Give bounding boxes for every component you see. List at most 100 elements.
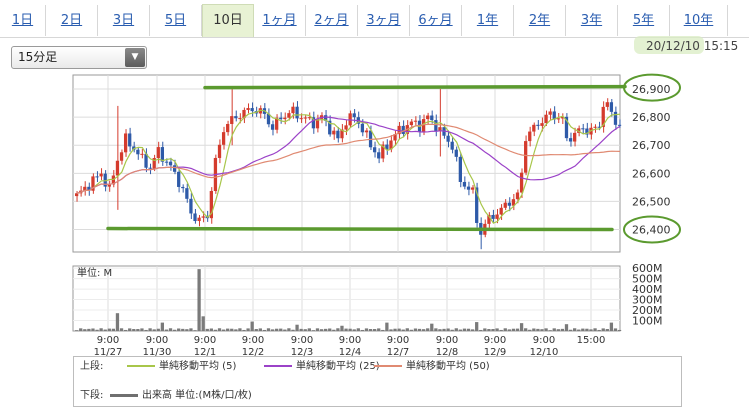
tab-period-11[interactable]: 3年 (566, 5, 618, 36)
candle-body (291, 106, 295, 114)
candle-body (434, 120, 438, 132)
candle-body (577, 128, 581, 133)
volume-bar (315, 328, 320, 331)
volume-bar (479, 329, 483, 331)
candle-body (617, 124, 622, 126)
candle-body (91, 176, 95, 191)
tab-period-6[interactable]: 2ヶ月 (306, 5, 358, 36)
volume-bar (385, 322, 389, 331)
volume-bar (507, 329, 511, 331)
volume-tick-label: 400M (632, 283, 663, 296)
volume-bar (217, 328, 222, 331)
tab-period-7[interactable]: 3ヶ月 (358, 5, 410, 36)
candle-body (111, 175, 116, 185)
candle-body (250, 108, 254, 112)
volume-bar (536, 328, 540, 331)
volume-bar (560, 328, 565, 331)
candle-body (226, 123, 230, 133)
candle-body (275, 117, 279, 130)
volume-bar (458, 329, 462, 331)
candle-body (221, 132, 226, 145)
candle-body (454, 149, 458, 157)
volume-bar (585, 328, 589, 331)
volume-bar (226, 328, 230, 331)
volume-bar (79, 328, 83, 331)
tab-period-4[interactable]: 10日 (202, 4, 254, 37)
candle-body (491, 214, 495, 219)
volume-bar (568, 329, 573, 331)
volume-bar (221, 329, 226, 331)
volume-bar (234, 329, 238, 331)
chevron-down-icon[interactable]: ▼ (125, 48, 145, 67)
candle-body (401, 125, 405, 134)
candle-body (230, 116, 234, 124)
candle-body (573, 132, 577, 142)
candle-body (336, 130, 340, 139)
candle-body (352, 113, 356, 118)
candle-body (324, 115, 328, 121)
volume-bar (360, 329, 365, 331)
tab-period-12[interactable]: 5年 (618, 5, 670, 36)
candle-body (164, 161, 169, 163)
tab-period-2[interactable]: 3日 (98, 5, 150, 36)
volume-bar (552, 328, 556, 331)
tab-period-10[interactable]: 2年 (514, 5, 566, 36)
candle-body (266, 113, 271, 125)
candle-body (544, 114, 548, 124)
volume-bar (91, 328, 95, 331)
volume-bar (617, 329, 622, 331)
volume-bar (136, 329, 140, 331)
volume-bar (393, 328, 397, 331)
volume-bar (389, 329, 393, 331)
volume-bar (613, 328, 618, 331)
x-tick-time: 9:00 (194, 335, 216, 346)
tab-period-5[interactable]: 1ヶ月 (254, 5, 306, 36)
candle-body (377, 152, 381, 159)
tab-period-9[interactable]: 1年 (462, 5, 514, 36)
volume-bar (123, 329, 128, 331)
price-chart: 26,900 26,800 26,700 26,600 26,500 26,400 600M… (72, 73, 681, 356)
candle-body (172, 165, 177, 172)
candle-body (487, 214, 491, 224)
tab-period-1[interactable]: 2日 (46, 5, 98, 36)
candle-body (201, 216, 205, 218)
volume-bar (450, 329, 454, 331)
candle-body (95, 176, 99, 178)
tab-period-3[interactable]: 5日 (150, 5, 202, 36)
volume-bar (266, 328, 271, 331)
volume-bar (564, 324, 569, 331)
volume-bar (454, 328, 458, 331)
volume-bar (475, 322, 479, 331)
volume-unit-label: 単位: M (77, 266, 112, 279)
timeframe-select[interactable]: 15分足 ▼ (11, 46, 147, 69)
volume-tick-label: 600M (632, 262, 663, 275)
candle-body (177, 171, 181, 187)
candle-body (552, 111, 556, 120)
tab-period-13[interactable]: 10年 (670, 5, 728, 36)
volume-bar (544, 328, 548, 331)
candle-body (430, 115, 434, 121)
candle-body (270, 124, 275, 130)
x-tick-time: 9:00 (339, 335, 361, 346)
candle-body (189, 198, 193, 214)
tab-period-8[interactable]: 6ヶ月 (410, 5, 462, 36)
candle-body (144, 153, 148, 168)
candle-body (372, 147, 377, 153)
volume-tick-label: 200M (632, 304, 663, 317)
candle-body (581, 128, 585, 130)
candle-body (103, 173, 107, 187)
volume-bar (132, 329, 136, 331)
volume-bar (275, 328, 279, 331)
volume-bar (87, 328, 91, 331)
volume-bar (503, 328, 507, 331)
volume-bar (324, 328, 328, 331)
legend-ma5-swatch (127, 365, 155, 367)
volume-bar (597, 329, 601, 331)
candle-body (568, 138, 573, 142)
volume-bar (344, 328, 348, 331)
tab-period-0[interactable]: 1日 (0, 5, 46, 36)
candle-body (115, 160, 120, 176)
candle-body (160, 147, 165, 162)
candle-body (381, 144, 385, 159)
candle-body (279, 117, 283, 120)
